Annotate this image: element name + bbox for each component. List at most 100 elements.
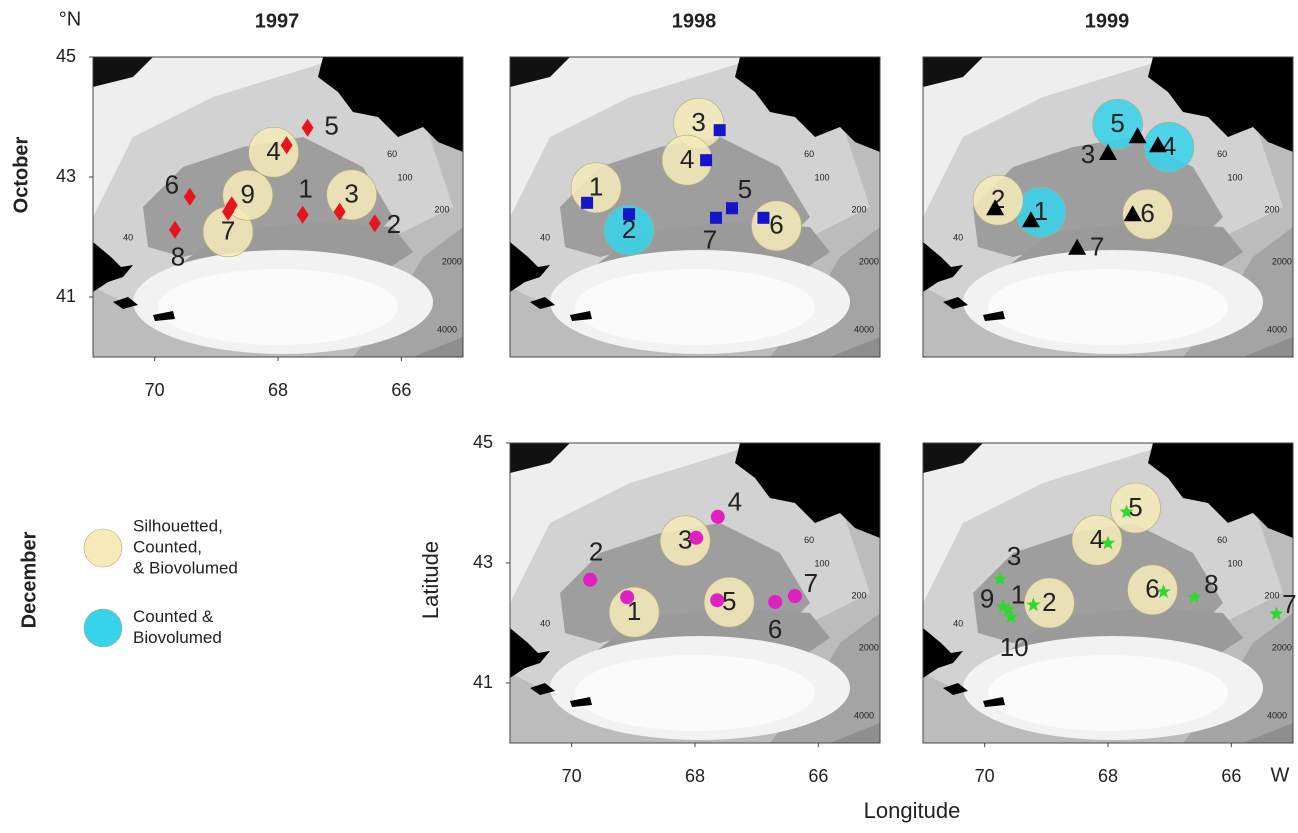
contour-label: 100	[1228, 559, 1243, 569]
contour-label: 2000	[859, 643, 879, 653]
station-label: 5	[324, 111, 338, 141]
station-label: 6	[769, 210, 783, 240]
year-title: 1998	[672, 10, 717, 32]
legend-label: & Biovolumed	[133, 558, 238, 577]
contour-label: 40	[540, 233, 550, 243]
x-tick-label: 70	[975, 766, 995, 786]
station-label: 2	[387, 209, 401, 239]
contour-label: 60	[1217, 149, 1227, 159]
station-label: 2	[622, 214, 636, 244]
station-marker	[620, 590, 635, 605]
station-label: 10	[1000, 632, 1029, 662]
station-marker	[1269, 606, 1284, 621]
station-label: 8	[171, 242, 185, 272]
station-marker	[169, 220, 182, 239]
station-marker	[1021, 211, 1040, 228]
station-marker	[1001, 602, 1016, 616]
station-label: 4	[680, 144, 694, 174]
x-tick-label: 70	[562, 766, 582, 786]
station-marker	[296, 205, 309, 224]
contour-label: 4000	[1267, 710, 1287, 720]
station-label: 6	[768, 614, 782, 644]
contour-label: 4000	[1267, 324, 1287, 334]
contour-label: 200	[1265, 204, 1280, 214]
sample-circle	[659, 515, 711, 567]
station-label: 1	[1011, 580, 1025, 610]
y-tick-label: 41	[56, 286, 76, 306]
station-marker	[1099, 144, 1117, 160]
station-label: 7	[703, 225, 717, 255]
sample-circle	[703, 576, 755, 628]
station-label: 3	[1081, 139, 1095, 169]
contour-label: 200	[852, 204, 867, 214]
station-label: 2	[1042, 587, 1056, 617]
station-marker	[768, 595, 783, 609]
contour-label: 100	[815, 559, 830, 569]
contour-label: 2000	[1272, 257, 1292, 267]
station-marker	[623, 208, 636, 221]
station-label: 2	[589, 537, 603, 567]
contour-label: 100	[398, 173, 413, 183]
year-title: 1999	[1085, 10, 1130, 32]
station-label: 5	[738, 174, 752, 204]
station-label: 4	[1162, 131, 1176, 161]
station-label: 6	[1140, 198, 1154, 228]
station-label: 4	[728, 487, 742, 517]
station-marker	[1068, 238, 1087, 255]
sample-circle	[1110, 482, 1161, 534]
contour-label: 4000	[854, 324, 874, 334]
sample-circle	[1071, 514, 1123, 566]
month-label: October	[10, 136, 32, 213]
contour-label: 200	[435, 204, 450, 214]
sample-circle	[1122, 188, 1173, 240]
station-marker	[713, 124, 726, 137]
station-label: 3	[344, 179, 358, 209]
station-marker	[700, 154, 713, 167]
contour-label: 40	[540, 619, 550, 629]
station-marker	[710, 509, 725, 524]
station-marker	[583, 572, 598, 587]
contour-label: 2000	[859, 257, 879, 267]
station-label: 6	[165, 170, 179, 200]
y-tick-label: 45	[473, 432, 493, 452]
contour-label: 2000	[1272, 643, 1292, 653]
station-marker	[689, 530, 704, 545]
station-label: 1	[589, 172, 603, 202]
station-label: 1	[1034, 196, 1048, 226]
station-marker	[1123, 205, 1142, 222]
station-marker	[993, 571, 1008, 586]
station-marker	[1148, 136, 1167, 153]
contour-label: 100	[1228, 173, 1243, 183]
station-label: 7	[804, 568, 818, 598]
station-label: 3	[678, 525, 692, 555]
station-marker	[726, 202, 738, 215]
station-marker	[1004, 609, 1019, 624]
station-label: 5	[722, 586, 736, 616]
station-marker	[581, 196, 594, 209]
contour-label: 200	[852, 590, 867, 600]
x-tick-label: 66	[1221, 766, 1241, 786]
station-marker	[787, 589, 802, 603]
contour-label: 60	[804, 535, 814, 545]
contour-label: 40	[953, 619, 963, 629]
basemap	[923, 443, 1293, 743]
x-tick-label: 66	[391, 380, 411, 400]
station-marker	[986, 199, 1005, 216]
station-marker	[301, 118, 314, 137]
contour-label: 40	[953, 233, 963, 243]
contour-label: 200	[1265, 590, 1280, 600]
panel-frame	[509, 56, 881, 358]
station-marker	[710, 593, 725, 608]
basemap	[93, 57, 463, 357]
basemap	[510, 443, 880, 743]
contour-label: 60	[804, 149, 814, 159]
station-label: 8	[1204, 569, 1218, 599]
year-title: 1997	[255, 10, 300, 32]
station-label: 9	[241, 179, 255, 209]
station-marker	[709, 211, 722, 224]
station-marker	[333, 202, 346, 221]
month-label: December	[18, 531, 40, 628]
contour-label: 4000	[854, 710, 874, 720]
